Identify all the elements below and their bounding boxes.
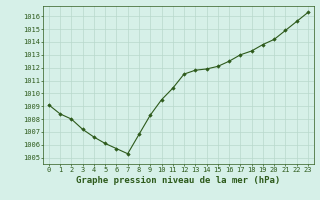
X-axis label: Graphe pression niveau de la mer (hPa): Graphe pression niveau de la mer (hPa) xyxy=(76,176,281,185)
